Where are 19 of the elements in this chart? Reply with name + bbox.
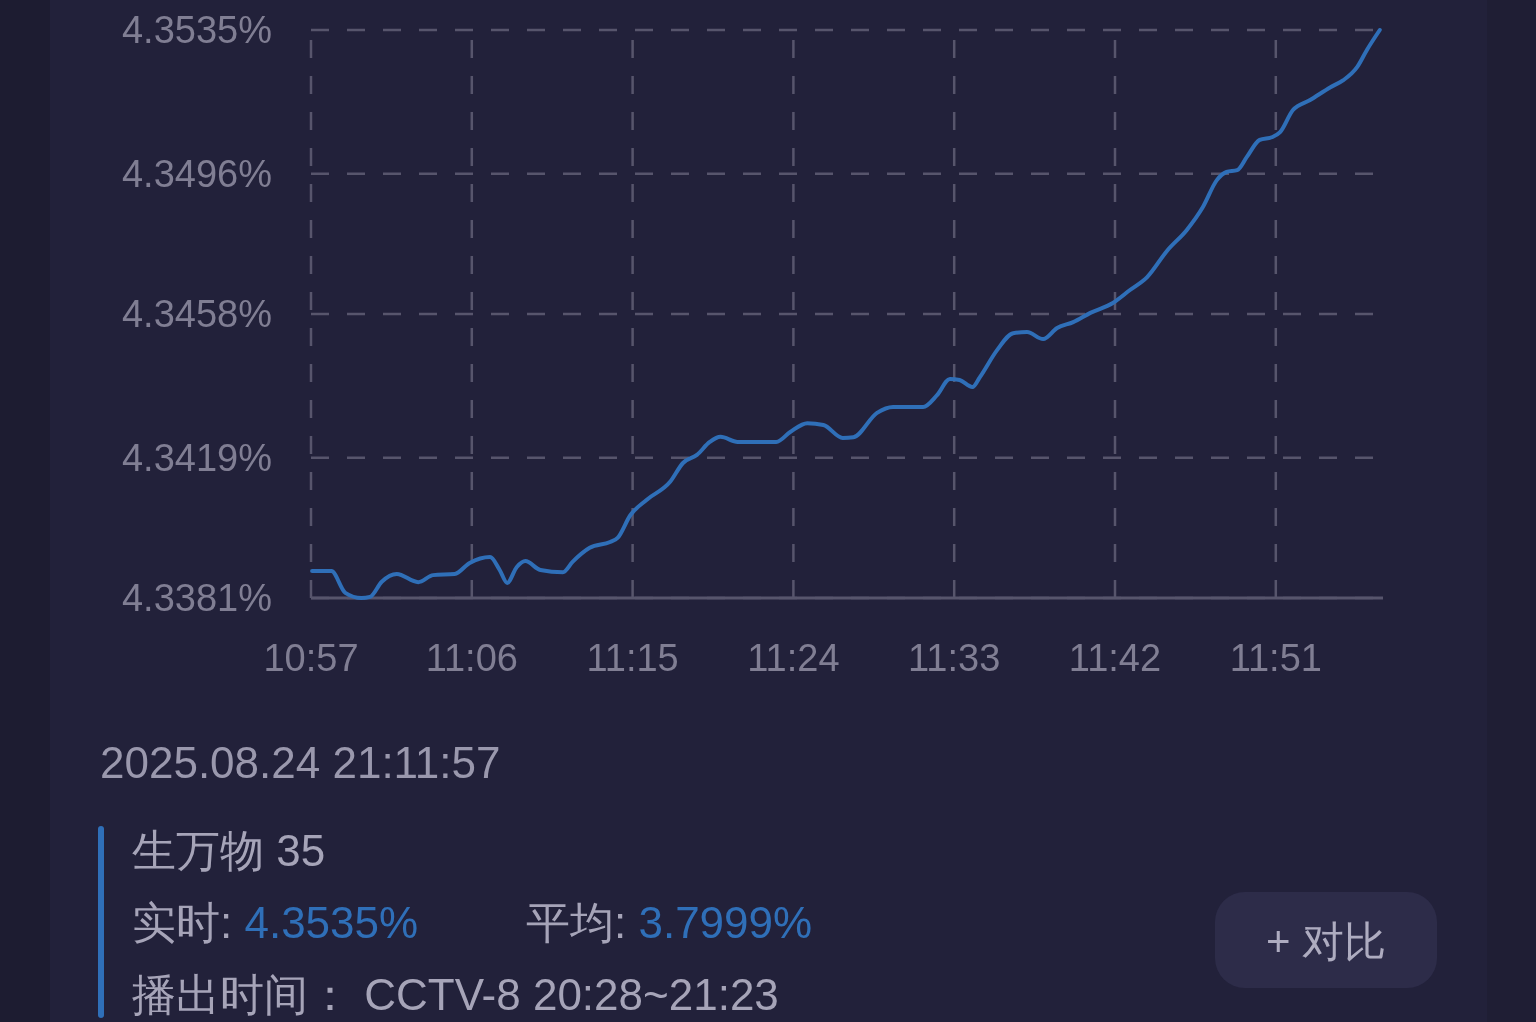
x-tick-label: 10:57 (263, 637, 359, 679)
x-tick-label: 11:51 (1229, 637, 1322, 679)
y-tick-label: 4.3535% (121, 9, 272, 51)
text: 播出时间： CCTV-8 20:28~21:23 (132, 969, 779, 1019)
text: + 对比 (1265, 917, 1387, 965)
line-series (310, 28, 1382, 600)
x-tick-label: 11:15 (586, 637, 679, 679)
y-tick-label: 4.3458% (121, 293, 272, 335)
x-tick-label: 11:24 (747, 637, 840, 679)
y-tick-label: 4.3496% (121, 152, 272, 195)
x-tick-label: 11:42 (1068, 637, 1162, 679)
x-tick-label: 11:06 (425, 637, 518, 679)
x-tick-label: 11:33 (908, 637, 1001, 679)
y-tick-label: 4.3419% (121, 436, 272, 479)
text: 实时: 4.3535% (132, 897, 419, 947)
y-tick-label: 4.3381% (121, 577, 272, 619)
text: 生万物 35 (132, 825, 326, 875)
text: 2025.08.24 21:11:57 (100, 737, 501, 787)
text: 平均: 3.7999% (526, 897, 813, 947)
